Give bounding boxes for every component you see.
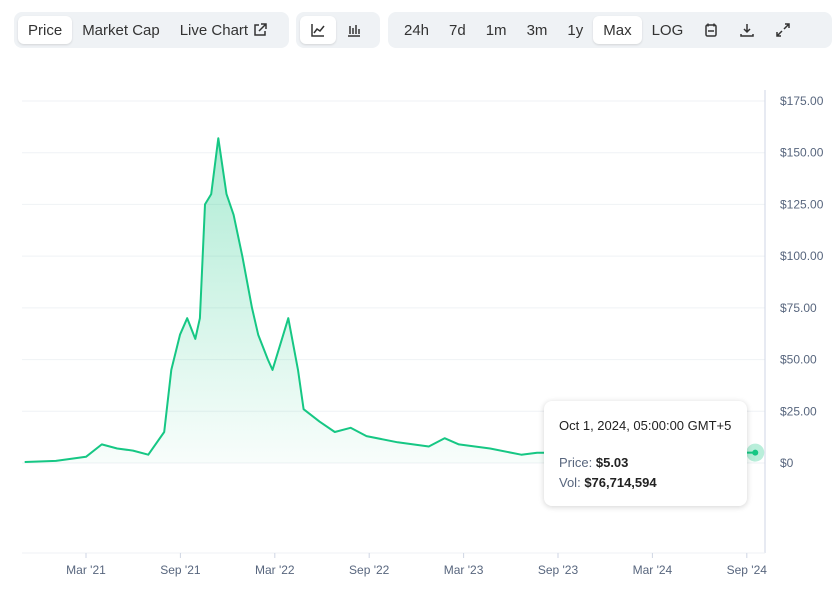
x-tick-label: Mar '24	[633, 563, 673, 577]
tooltip-price: $5.03	[595, 455, 629, 470]
hover-marker-halo	[746, 443, 765, 462]
y-tick-label: $50.00	[780, 353, 817, 367]
view-tabs: Price Market Cap Live Chart	[14, 12, 289, 48]
hover-marker	[752, 449, 759, 456]
calendar-button[interactable]	[693, 16, 729, 44]
x-tick-label: Mar '23	[444, 563, 484, 577]
calendar-icon	[705, 23, 718, 37]
candlestick-button[interactable]	[336, 16, 372, 44]
x-tick-label: Sep '23	[538, 563, 579, 577]
external-link-icon	[254, 23, 268, 36]
range-7d[interactable]: 7d	[449, 21, 466, 39]
range-1y[interactable]: 1y	[567, 21, 584, 39]
y-tick-label: $100.00	[780, 249, 824, 263]
y-tick-label: $0	[780, 456, 794, 470]
x-tick-label: Sep '22	[349, 563, 390, 577]
x-tick-label: Sep '21	[160, 563, 201, 577]
tooltip-vol-label: Vol:	[559, 475, 581, 490]
tab-market-cap[interactable]: Market Cap	[82, 21, 160, 39]
fullscreen-button[interactable]	[765, 16, 801, 44]
fullscreen-icon	[776, 23, 791, 37]
y-tick-label: $75.00	[780, 301, 817, 315]
tab-price[interactable]: Price	[18, 16, 73, 44]
y-tick-label: $25.00	[780, 404, 817, 418]
live-chart-label: Live Chart	[179, 21, 249, 39]
chart-type-toggle	[296, 12, 380, 48]
price-tooltip: Oct 1, 2024, 05:00:00 GMT+5 Price: $5.03…	[544, 401, 747, 506]
line-chart-icon	[311, 24, 325, 37]
tooltip-price-label: Price:	[559, 455, 593, 470]
y-tick-label: $125.00	[780, 197, 824, 211]
tooltip-date: Oct 1, 2024, 05:00:00 GMT+5	[559, 418, 732, 433]
y-tick-label: $150.00	[780, 146, 824, 160]
x-tick-label: Mar '21	[66, 563, 106, 577]
download-icon	[740, 24, 755, 37]
y-tick-label: $175.00	[780, 94, 824, 108]
tooltip-volume: $76,714,594	[584, 475, 657, 490]
range-24h[interactable]: 24h	[404, 21, 430, 39]
x-tick-label: Sep '24	[727, 563, 768, 577]
range-toolbar: 24h 7d 1m 3m 1y Max LOG	[388, 12, 832, 48]
x-tick-label: Mar '22	[255, 563, 295, 577]
line-chart-button[interactable]	[300, 16, 336, 44]
range-3m[interactable]: 3m	[526, 21, 548, 39]
download-button[interactable]	[729, 16, 765, 44]
log-toggle[interactable]: LOG	[651, 21, 684, 39]
candlestick-icon	[348, 25, 360, 37]
range-max[interactable]: Max	[593, 16, 642, 44]
range-1m[interactable]: 1m	[485, 21, 507, 39]
tab-live-chart[interactable]: Live Chart	[170, 16, 279, 44]
